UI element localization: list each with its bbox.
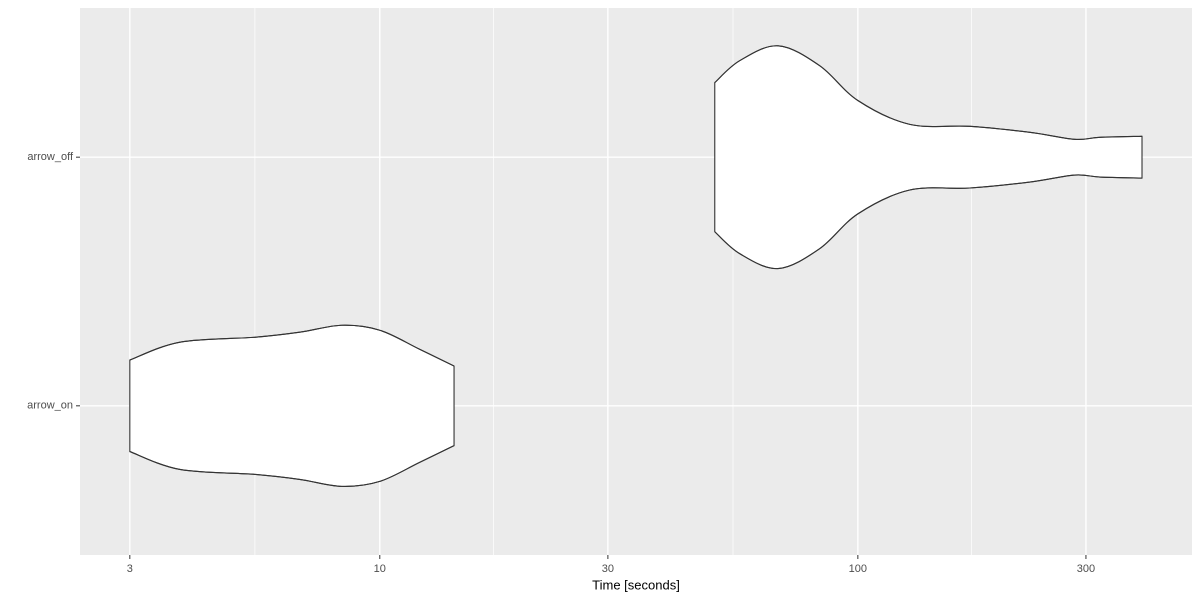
y-tick-label: arrow_off — [27, 151, 74, 163]
violin-upper-edge — [129, 324, 455, 367]
x-axis-title: Time [seconds] — [592, 577, 680, 592]
violin-body — [129, 324, 455, 487]
x-tick-label: 3 — [127, 563, 133, 575]
x-tick-label: 300 — [1077, 563, 1095, 575]
violin-upper-edge — [714, 45, 1143, 141]
violin-lower-edge — [714, 174, 1143, 270]
violin-lower-edge — [129, 445, 455, 487]
y-tick-label: arrow_on — [27, 400, 73, 412]
x-tick-label: 30 — [602, 563, 614, 575]
x-tick-label: 100 — [849, 563, 867, 575]
x-tick-label: 10 — [374, 563, 386, 575]
